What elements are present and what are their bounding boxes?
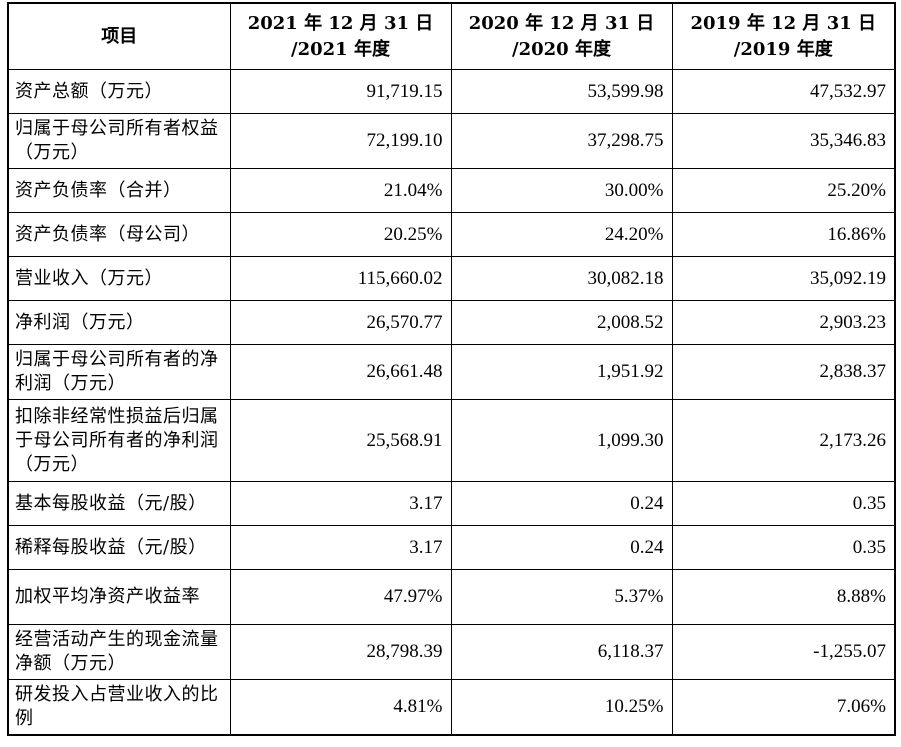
table-body: 资产总额（万元） 91,719.15 53,599.98 47,532.97 归… — [7, 69, 896, 736]
table-row: 归属于母公司所有者权益（万元） 72,199.10 37,298.75 35,3… — [7, 113, 896, 169]
row-label: 归属于母公司所有者权益（万元） — [7, 113, 231, 169]
cell-2021: 25,568.91 — [229, 399, 452, 482]
financial-indicators-table: 项目 2021 年 12 月 31 日 /2021 年度 2020 年 12 月… — [7, 2, 896, 736]
cell-2021: 21.04% — [229, 168, 452, 213]
cell-2020: 0.24 — [450, 525, 673, 570]
row-label: 营业收入（万元） — [7, 256, 231, 301]
cell-2021: 28,798.39 — [229, 624, 452, 680]
header-item: 项目 — [7, 2, 231, 70]
table-row: 资产负债率（母公司） 20.25% 24.20% 16.86% — [7, 212, 896, 257]
table-row: 归属于母公司所有者的净利润（万元） 26,661.48 1,951.92 2,8… — [7, 344, 896, 400]
cell-2021: 115,660.02 — [229, 256, 452, 301]
cell-2021: 26,570.77 — [229, 300, 452, 345]
cell-2020: 1,099.30 — [450, 399, 673, 482]
row-label: 扣除非经常性损益后归属于母公司所有者的净利润（万元） — [7, 399, 231, 482]
cell-2021: 4.81% — [229, 679, 452, 736]
cell-2019: 25.20% — [671, 168, 896, 213]
table-header: 项目 2021 年 12 月 31 日 /2021 年度 2020 年 12 月… — [7, 2, 896, 70]
row-label: 加权平均净资产收益率 — [7, 569, 231, 625]
cell-2020: 24.20% — [450, 212, 673, 257]
cell-2020: 10.25% — [450, 679, 673, 736]
table-row: 资产总额（万元） 91,719.15 53,599.98 47,532.97 — [7, 69, 896, 114]
cell-2019: 8.88% — [671, 569, 896, 625]
cell-2021: 3.17 — [229, 525, 452, 570]
row-label: 归属于母公司所有者的净利润（万元） — [7, 344, 231, 400]
table-row: 基本每股收益（元/股） 3.17 0.24 0.35 — [7, 481, 896, 526]
cell-2019: 2,173.26 — [671, 399, 896, 482]
header-2019: 2019 年 12 月 31 日 /2019 年度 — [671, 2, 896, 70]
table-row: 研发投入占营业收入的比例 4.81% 10.25% 7.06% — [7, 679, 896, 736]
cell-2019: 16.86% — [671, 212, 896, 257]
table-row: 净利润（万元） 26,570.77 2,008.52 2,903.23 — [7, 300, 896, 345]
cell-2020: 6,118.37 — [450, 624, 673, 680]
table-row: 营业收入（万元） 115,660.02 30,082.18 35,092.19 — [7, 256, 896, 301]
cell-2019: 2,903.23 — [671, 300, 896, 345]
table-row: 扣除非经常性损益后归属于母公司所有者的净利润（万元） 25,568.91 1,0… — [7, 399, 896, 482]
cell-2019: 47,532.97 — [671, 69, 896, 114]
cell-2021: 20.25% — [229, 212, 452, 257]
cell-2021: 72,199.10 — [229, 113, 452, 169]
cell-2020: 0.24 — [450, 481, 673, 526]
row-label: 研发投入占营业收入的比例 — [7, 679, 231, 736]
header-row: 项目 2021 年 12 月 31 日 /2021 年度 2020 年 12 月… — [7, 2, 896, 70]
cell-2020: 5.37% — [450, 569, 673, 625]
header-2021: 2021 年 12 月 31 日 /2021 年度 — [229, 2, 452, 70]
table-row: 稀释每股收益（元/股） 3.17 0.24 0.35 — [7, 525, 896, 570]
header-2020: 2020 年 12 月 31 日 /2020 年度 — [450, 2, 673, 70]
table-row: 经营活动产生的现金流量净额（万元） 28,798.39 6,118.37 -1,… — [7, 624, 896, 680]
cell-2020: 30,082.18 — [450, 256, 673, 301]
cell-2019: 7.06% — [671, 679, 896, 736]
cell-2019: 0.35 — [671, 481, 896, 526]
cell-2020: 37,298.75 — [450, 113, 673, 169]
table-row: 加权平均净资产收益率 47.97% 5.37% 8.88% — [7, 569, 896, 625]
cell-2019: 35,346.83 — [671, 113, 896, 169]
row-label: 净利润（万元） — [7, 300, 231, 345]
row-label: 稀释每股收益（元/股） — [7, 525, 231, 570]
cell-2019: 2,838.37 — [671, 344, 896, 400]
row-label: 资产负债率（母公司） — [7, 212, 231, 257]
row-label: 资产总额（万元） — [7, 69, 231, 114]
cell-2020: 53,599.98 — [450, 69, 673, 114]
cell-2019: -1,255.07 — [671, 624, 896, 680]
table-row: 资产负债率（合并） 21.04% 30.00% 25.20% — [7, 168, 896, 213]
cell-2020: 2,008.52 — [450, 300, 673, 345]
row-label: 资产负债率（合并） — [7, 168, 231, 213]
cell-2020: 1,951.92 — [450, 344, 673, 400]
row-label: 经营活动产生的现金流量净额（万元） — [7, 624, 231, 680]
cell-2021: 91,719.15 — [229, 69, 452, 114]
cell-2021: 26,661.48 — [229, 344, 452, 400]
cell-2021: 47.97% — [229, 569, 452, 625]
cell-2019: 35,092.19 — [671, 256, 896, 301]
row-label: 基本每股收益（元/股） — [7, 481, 231, 526]
cell-2019: 0.35 — [671, 525, 896, 570]
cell-2021: 3.17 — [229, 481, 452, 526]
cell-2020: 30.00% — [450, 168, 673, 213]
